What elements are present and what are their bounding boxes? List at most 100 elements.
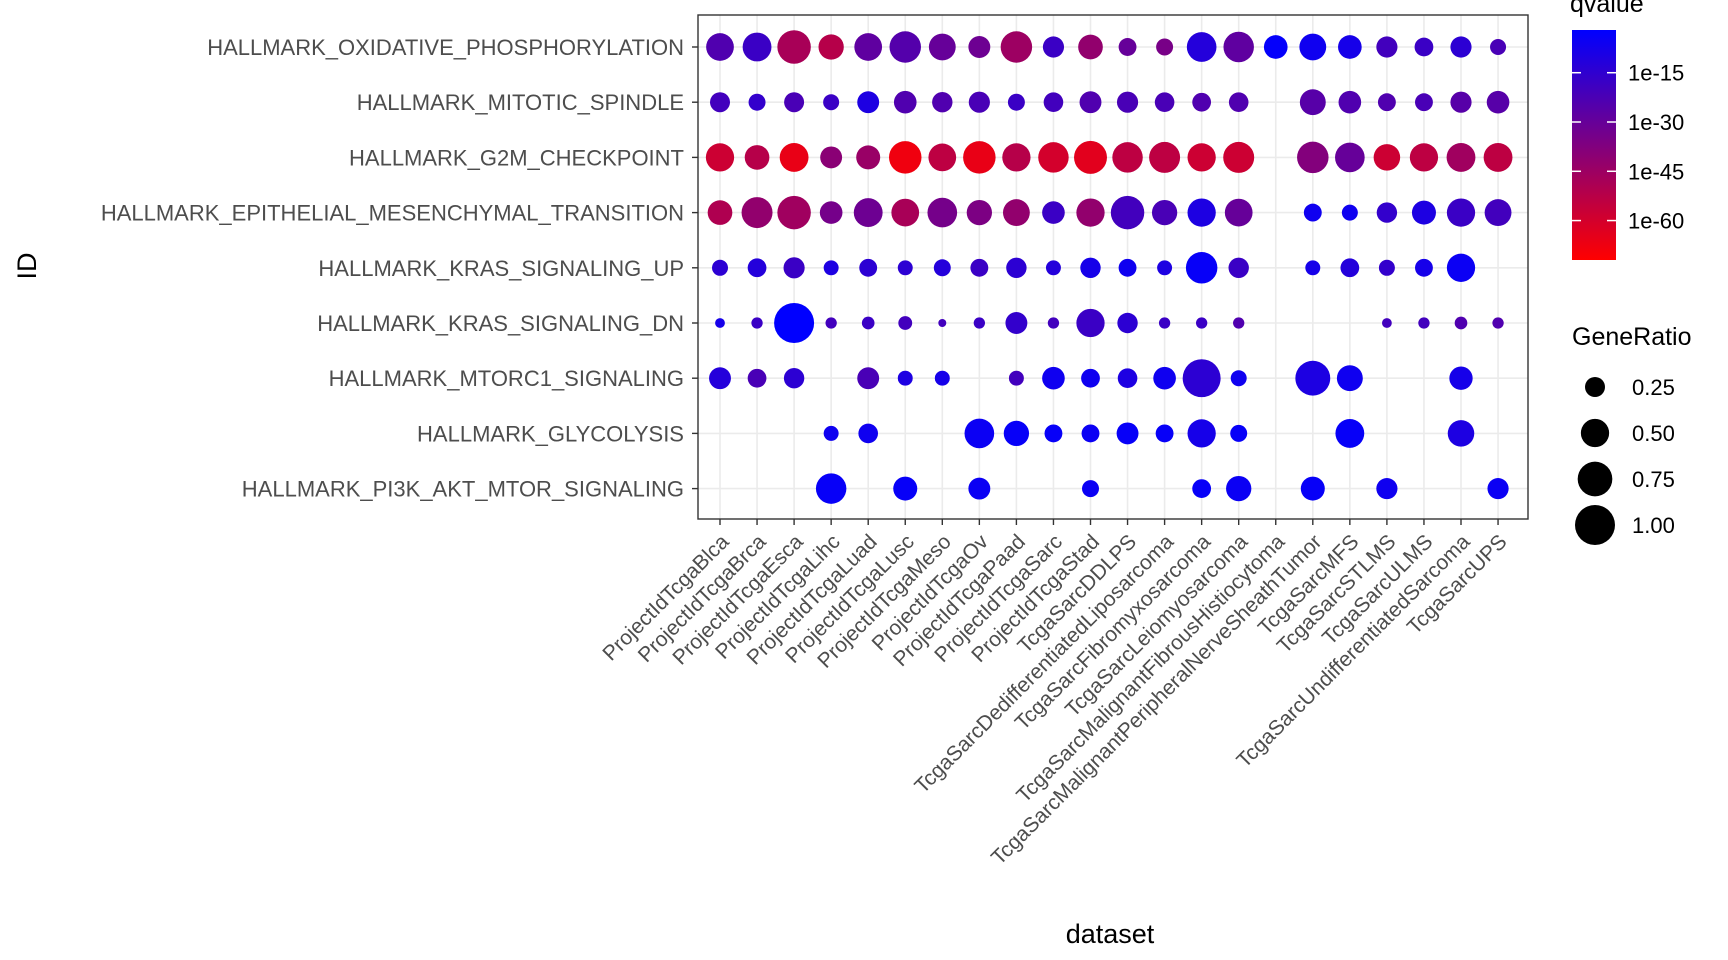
generatio-legend: GeneRatio 0.25 0.50 0.75 1.00 bbox=[1572, 323, 1692, 545]
qvalue-legend-ticks: 1e-15 1e-30 1e-45 1e-60 bbox=[1572, 61, 1684, 234]
data-point bbox=[1415, 93, 1433, 112]
data-point bbox=[1418, 317, 1430, 329]
data-point bbox=[938, 319, 947, 327]
data-point bbox=[1377, 93, 1396, 112]
data-point bbox=[1118, 258, 1137, 277]
qvalue-colorbar bbox=[1572, 30, 1616, 260]
data-point bbox=[858, 423, 878, 444]
data-point bbox=[1118, 38, 1137, 56]
data-point bbox=[928, 33, 956, 61]
data-point bbox=[1335, 142, 1365, 173]
data-points bbox=[705, 30, 1513, 504]
data-point bbox=[1446, 198, 1476, 227]
data-point bbox=[893, 90, 917, 114]
generatio-legend-label: 1.00 bbox=[1632, 513, 1675, 538]
data-point bbox=[1378, 259, 1395, 276]
data-point bbox=[1492, 317, 1504, 329]
data-point bbox=[1151, 199, 1178, 226]
data-point bbox=[973, 317, 986, 329]
data-point bbox=[1038, 142, 1069, 173]
data-point bbox=[1338, 35, 1362, 59]
data-point bbox=[889, 141, 922, 174]
data-point bbox=[1078, 34, 1103, 60]
data-point bbox=[1116, 91, 1139, 113]
data-point bbox=[1044, 424, 1063, 443]
data-point bbox=[1186, 32, 1217, 62]
generatio-legend-circle bbox=[1580, 418, 1610, 448]
data-point bbox=[1079, 91, 1102, 114]
generatio-legend-keys: 0.25 0.50 0.75 1.00 bbox=[1575, 375, 1675, 545]
data-point bbox=[819, 201, 843, 224]
qvalue-legend-title: qvalue bbox=[1570, 0, 1644, 18]
data-point bbox=[710, 92, 730, 113]
data-point bbox=[1338, 90, 1362, 114]
data-point bbox=[1230, 370, 1247, 387]
y-tick-label: HALLMARK_GLYCOLYSIS bbox=[417, 421, 684, 446]
y-tick-label: HALLMARK_MITOTIC_SPINDLE bbox=[357, 90, 684, 115]
data-point bbox=[715, 318, 725, 328]
data-point bbox=[970, 258, 989, 277]
data-point bbox=[963, 141, 996, 174]
data-point bbox=[853, 198, 883, 228]
data-point bbox=[1006, 257, 1027, 278]
data-point bbox=[933, 259, 951, 277]
data-point bbox=[1228, 92, 1249, 112]
data-point bbox=[1043, 92, 1064, 112]
data-point bbox=[1336, 365, 1363, 392]
y-tick-label: HALLMARK_OXIDATIVE_PHOSPHORYLATION bbox=[207, 35, 684, 60]
data-point bbox=[1223, 141, 1255, 173]
data-point bbox=[1226, 475, 1252, 502]
data-point bbox=[1228, 257, 1249, 278]
generatio-legend-label: 0.75 bbox=[1632, 467, 1675, 492]
data-point bbox=[1081, 368, 1100, 388]
generatio-legend-label: 0.50 bbox=[1632, 421, 1675, 446]
data-point bbox=[856, 145, 881, 170]
data-point bbox=[1185, 252, 1218, 284]
data-point bbox=[1192, 92, 1212, 112]
data-point bbox=[1263, 35, 1288, 59]
x-axis-title: dataset bbox=[1066, 919, 1155, 949]
data-point bbox=[823, 260, 839, 276]
data-point bbox=[1117, 368, 1138, 389]
y-tick-label: HALLMARK_G2M_CHECKPOINT bbox=[349, 145, 684, 170]
data-point bbox=[818, 34, 844, 60]
data-point bbox=[1414, 37, 1434, 57]
data-point bbox=[1233, 317, 1245, 329]
data-point bbox=[1195, 317, 1208, 329]
qvalue-legend: qvalue 1e-15 1e-30 1e-45 1e-60 bbox=[1570, 0, 1684, 260]
data-point bbox=[779, 142, 809, 172]
data-point bbox=[1450, 91, 1472, 113]
data-point bbox=[1047, 317, 1060, 329]
generatio-legend-circle bbox=[1577, 461, 1613, 497]
data-point bbox=[1223, 31, 1254, 63]
generatio-legend-circle bbox=[1585, 377, 1605, 397]
qvalue-legend-label: 1e-30 bbox=[1628, 110, 1684, 135]
data-point bbox=[1224, 198, 1253, 227]
data-point bbox=[1156, 38, 1174, 56]
data-point bbox=[1042, 36, 1065, 58]
data-point bbox=[1446, 253, 1476, 282]
data-point bbox=[897, 260, 913, 276]
y-tick-label: HALLMARK_EPITHELIAL_MESENCHYMAL_TRANSITI… bbox=[101, 201, 684, 226]
data-point bbox=[966, 199, 992, 226]
data-point bbox=[897, 370, 913, 386]
data-point bbox=[1300, 476, 1325, 501]
data-point bbox=[747, 368, 767, 388]
data-point bbox=[968, 91, 990, 113]
data-point bbox=[1187, 143, 1216, 172]
data-point bbox=[1487, 478, 1509, 500]
data-point bbox=[1335, 418, 1365, 448]
data-point bbox=[1454, 316, 1468, 330]
qvalue-legend-label: 1e-60 bbox=[1628, 209, 1684, 234]
data-point bbox=[1483, 142, 1513, 172]
data-point bbox=[783, 368, 805, 389]
data-point bbox=[741, 197, 773, 229]
data-point bbox=[1002, 143, 1031, 172]
y-tick-label: HALLMARK_MTORC1_SIGNALING bbox=[329, 366, 684, 391]
data-point bbox=[705, 143, 735, 172]
data-point bbox=[1081, 424, 1100, 443]
data-point bbox=[823, 425, 839, 441]
data-point bbox=[859, 258, 878, 277]
qvalue-legend-label: 1e-45 bbox=[1628, 159, 1684, 184]
data-point bbox=[889, 31, 921, 63]
